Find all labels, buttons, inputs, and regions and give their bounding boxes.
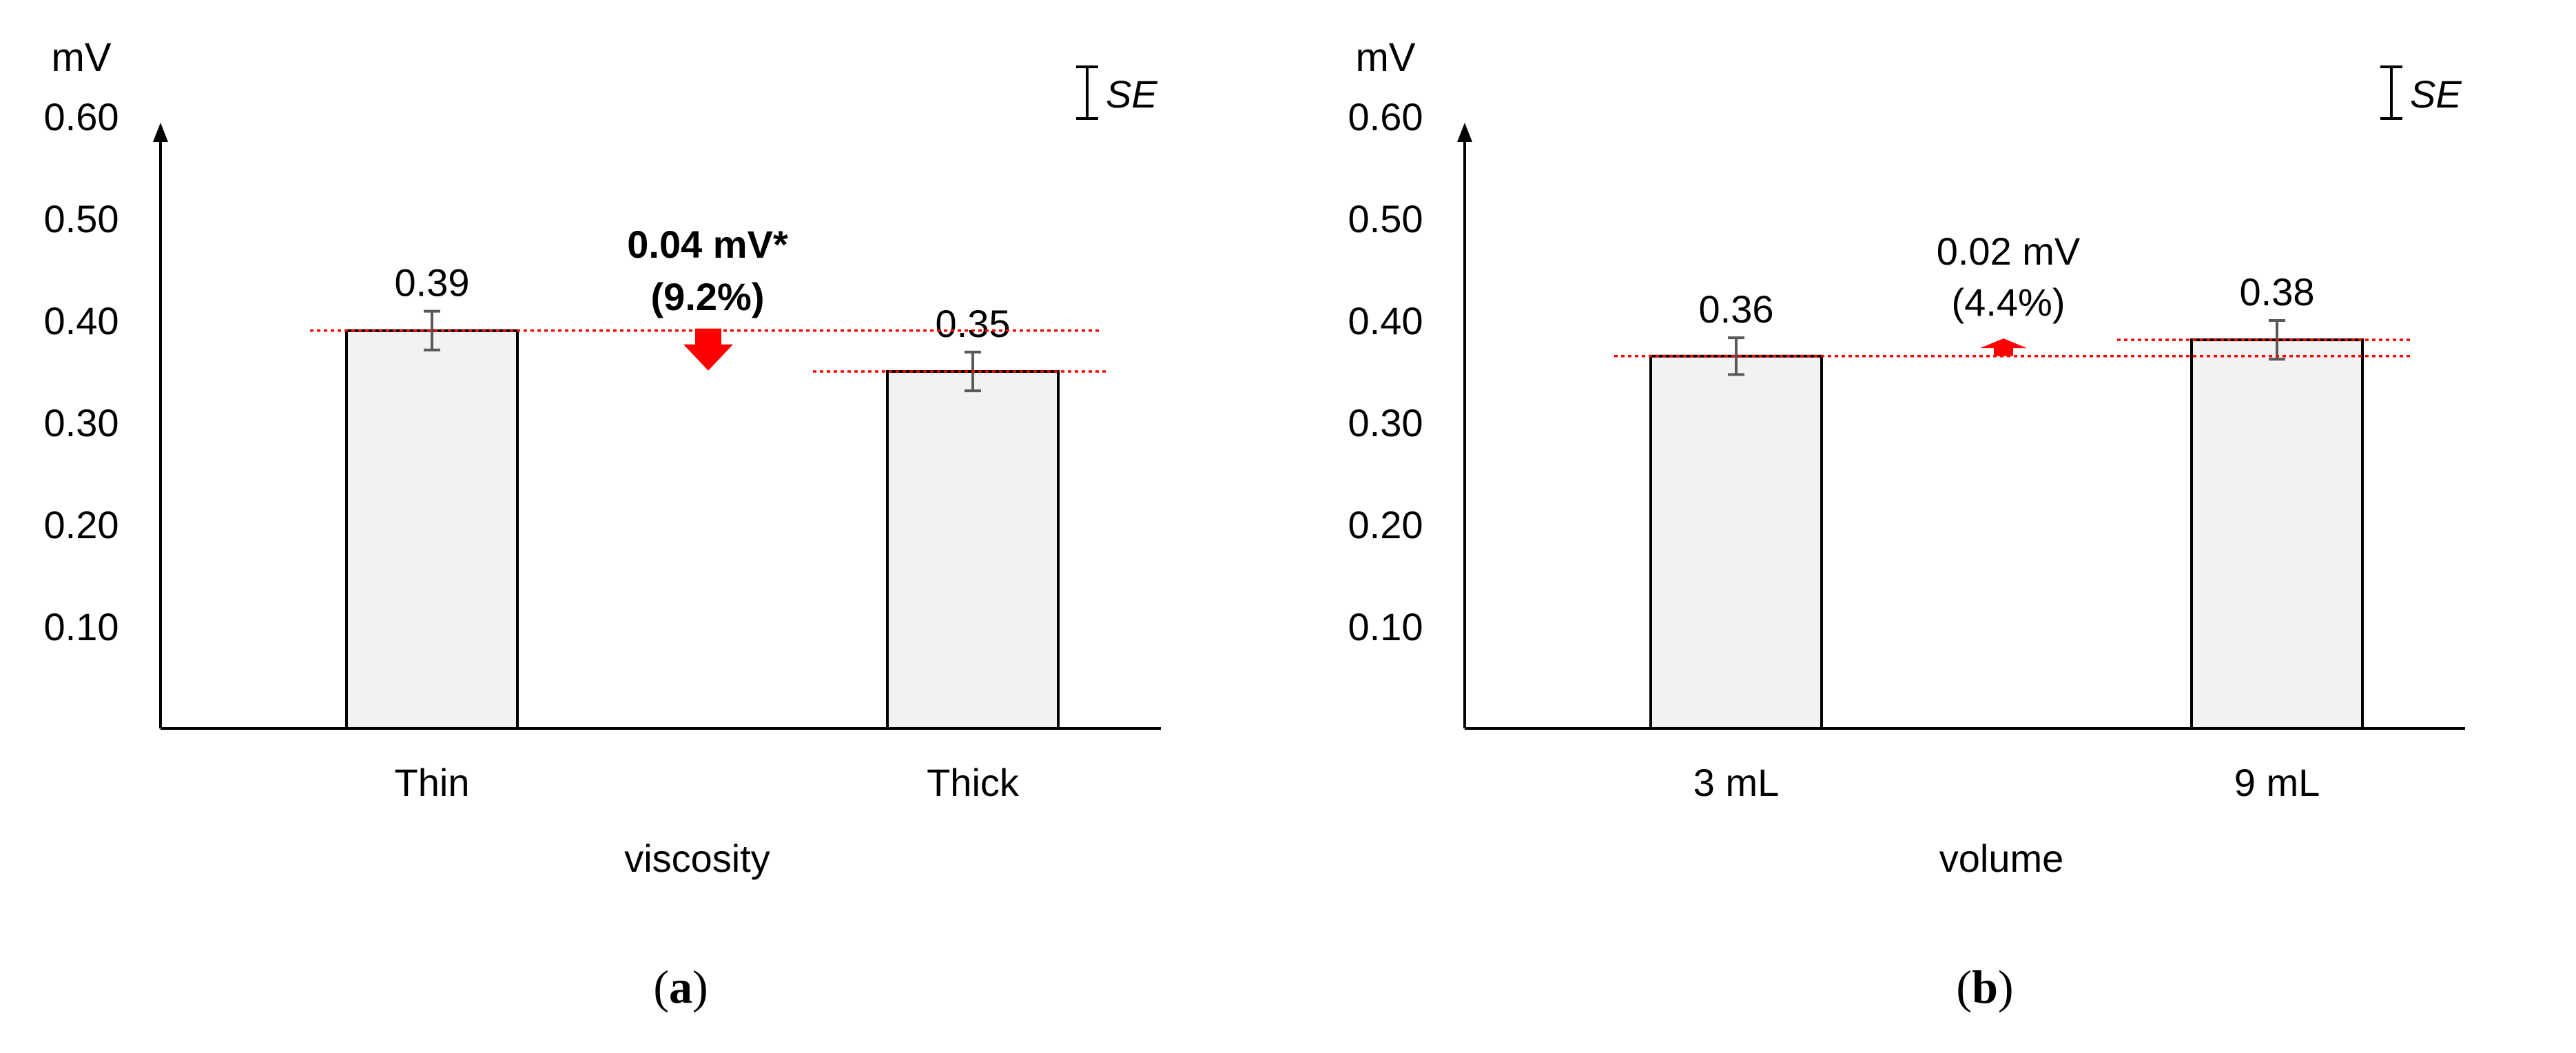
panel-label-part: b xyxy=(1972,961,1998,1013)
x-axis-title: viscosity xyxy=(624,837,770,880)
y-unit-label: mV xyxy=(1356,35,1416,80)
y-tick-label: 0.30 xyxy=(1348,401,1423,444)
y-tick-label: 0.60 xyxy=(44,95,119,139)
chart-panel-a: mV 0.60 0.50 0.40 0.30 0.20 0.10 SE 0.39 Thin 0.35… xyxy=(44,35,1161,1013)
se-legend-label: SE xyxy=(2410,72,2462,116)
y-tick-label: 0.20 xyxy=(44,503,119,546)
y-tick-label: 0.40 xyxy=(44,299,119,343)
panel-label: (a) xyxy=(653,961,708,1013)
y-tick-label: 0.20 xyxy=(1348,503,1423,546)
bar-value-label-2: 0.35 xyxy=(936,302,1011,345)
y-axis-arrowhead xyxy=(153,123,168,142)
category-label-2: Thick xyxy=(927,761,1020,804)
y-unit-label: mV xyxy=(52,35,112,80)
difference-label: 0.02 mV xyxy=(1937,229,2081,273)
difference-label: 0.04 mV* xyxy=(627,223,788,266)
panel-label-part: a xyxy=(669,961,692,1013)
panel-label-part: ) xyxy=(1998,961,2014,1013)
panel-label-part: ( xyxy=(1956,961,1972,1013)
y-tick-label: 0.50 xyxy=(1348,197,1423,241)
category-label-1: Thin xyxy=(395,761,470,804)
se-legend-label: SE xyxy=(1106,72,1157,116)
panel-label: (b) xyxy=(1956,961,2013,1013)
y-tick-label: 0.60 xyxy=(1348,95,1423,139)
bar-value-label-2: 0.38 xyxy=(2240,270,2315,314)
difference-arrow-up xyxy=(1980,338,2027,356)
category-label-1: 3 mL xyxy=(1693,761,1780,804)
bar-2 xyxy=(2190,338,2364,730)
difference-arrow-down xyxy=(683,328,733,371)
difference-percent: (4.4%) xyxy=(1952,280,2065,324)
bar-value-label-1: 0.36 xyxy=(1699,287,1774,331)
y-tick-label: 0.40 xyxy=(1348,299,1423,343)
y-tick-label: 0.10 xyxy=(1348,605,1423,648)
y-axis-arrowhead xyxy=(1457,123,1472,142)
category-label-2: 9 mL xyxy=(2234,761,2320,804)
panel-label-part: ) xyxy=(692,961,708,1013)
chart-panel-b: mV 0.60 0.50 0.40 0.30 0.20 0.10 SE 0.36 3 mL 0.38… xyxy=(1348,35,2465,1013)
x-axis-title: volume xyxy=(1939,837,2064,880)
panel-label-part: ( xyxy=(653,961,669,1013)
bar-1 xyxy=(345,329,519,730)
bar-value-label-1: 0.39 xyxy=(395,261,470,305)
y-tick-label: 0.30 xyxy=(44,401,119,444)
y-tick-label: 0.50 xyxy=(44,197,119,241)
bar-1 xyxy=(1649,354,1823,730)
y-tick-label: 0.10 xyxy=(44,605,119,648)
bar-2 xyxy=(886,370,1060,730)
difference-percent: (9.2%) xyxy=(651,275,765,318)
